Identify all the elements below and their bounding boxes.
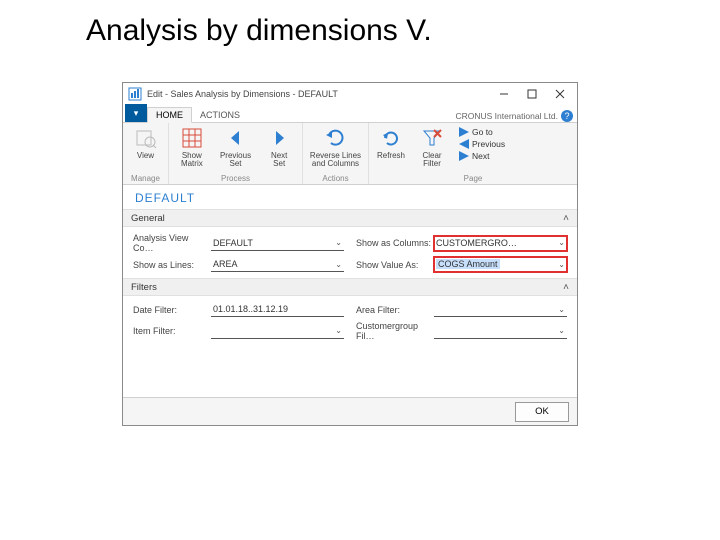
refresh-icon <box>378 125 404 151</box>
area-filter-field[interactable]: ⌄ <box>434 302 567 317</box>
section-general[interactable]: General ˄ <box>123 209 577 227</box>
group-manage: Manage <box>127 173 164 183</box>
previous-link[interactable]: Previous <box>459 139 505 149</box>
label-customergroup-filter: Customergroup Fil… <box>356 321 434 341</box>
tab-actions[interactable]: ACTIONS <box>192 108 248 122</box>
chevron-down-icon[interactable]: ⌄ <box>558 326 565 335</box>
next-set-icon <box>266 125 292 151</box>
show-matrix-button[interactable]: ShowMatrix <box>173 125 211 168</box>
maximize-button[interactable] <box>523 86 541 102</box>
view-name: DEFAULT <box>123 185 577 209</box>
slide-title: Analysis by dimensions V. <box>86 14 432 48</box>
show-value-as-field[interactable]: COGS Amount⌄ <box>434 257 567 272</box>
reverse-icon <box>323 125 349 151</box>
clear-filter-icon <box>419 125 445 151</box>
group-process: Process <box>173 173 298 183</box>
show-as-columns-field[interactable]: CUSTOMERGRO…⌄ <box>434 236 567 251</box>
show-as-lines-field[interactable]: AREA⌄ <box>211 257 344 272</box>
analysis-view-code-field[interactable]: DEFAULT⌄ <box>211 236 344 251</box>
customergroup-filter-field[interactable]: ⌄ <box>434 324 567 339</box>
filters-form: Date Filter: 01.01.18..31.12.19 Area Fil… <box>123 296 577 347</box>
goto-link[interactable]: Go to <box>459 127 505 137</box>
label-show-as-columns: Show as Columns: <box>356 238 434 248</box>
app-window: Edit - Sales Analysis by Dimensions - DE… <box>122 82 578 426</box>
ribbon: View Manage ShowMatrix PreviousSet NextS… <box>123 123 577 185</box>
ribbon-tabs: ▾ HOME ACTIONS CRONUS International Ltd.… <box>123 105 577 123</box>
minimize-button[interactable] <box>495 86 513 102</box>
chevron-down-icon[interactable]: ⌄ <box>558 238 565 247</box>
chevron-down-icon[interactable]: ⌄ <box>558 305 565 314</box>
view-button[interactable]: View <box>127 125 164 160</box>
next-set-button[interactable]: NextSet <box>260 125 298 168</box>
date-filter-field[interactable]: 01.01.18..31.12.19 <box>211 302 344 317</box>
tab-home[interactable]: HOME <box>147 107 192 123</box>
window-title: Edit - Sales Analysis by Dimensions - DE… <box>143 89 495 99</box>
chevron-down-icon[interactable]: ⌄ <box>335 238 342 247</box>
label-area-filter: Area Filter: <box>356 305 434 315</box>
label-show-as-lines: Show as Lines: <box>133 260 211 270</box>
titlebar: Edit - Sales Analysis by Dimensions - DE… <box>123 83 577 105</box>
clear-filter-button[interactable]: ClearFilter <box>415 125 449 168</box>
previous-set-button[interactable]: PreviousSet <box>217 125 255 168</box>
chevron-down-icon[interactable]: ⌄ <box>335 326 342 335</box>
help-icon[interactable]: ? <box>561 110 573 122</box>
view-icon <box>133 125 159 151</box>
reverse-button[interactable]: Reverse Linesand Columns <box>307 125 364 168</box>
section-filters[interactable]: Filters ˄ <box>123 278 577 296</box>
next-link[interactable]: Next <box>459 151 505 161</box>
footer: OK <box>123 397 577 425</box>
label-show-value-as: Show Value As: <box>356 260 434 270</box>
content-area: DEFAULT General ˄ Analysis View Co… DEFA… <box>123 185 577 397</box>
app-icon <box>127 86 143 102</box>
chevron-up-icon[interactable]: ˄ <box>563 282 569 293</box>
matrix-icon <box>179 125 205 151</box>
group-actions: Actions <box>307 173 364 183</box>
chevron-down-icon[interactable]: ⌄ <box>558 260 565 269</box>
close-button[interactable] <box>551 86 569 102</box>
label-analysis-view-code: Analysis View Co… <box>133 233 211 253</box>
chevron-down-icon[interactable]: ⌄ <box>335 260 342 269</box>
chevron-up-icon[interactable]: ˄ <box>563 213 569 224</box>
previous-set-icon <box>223 125 249 151</box>
ok-button[interactable]: OK <box>515 402 569 422</box>
item-filter-field[interactable]: ⌄ <box>211 324 344 339</box>
label-date-filter: Date Filter: <box>133 305 211 315</box>
refresh-button[interactable]: Refresh <box>373 125 409 160</box>
group-page: Page <box>373 173 573 183</box>
general-form: Analysis View Co… DEFAULT⌄ Show as Colum… <box>123 227 577 278</box>
company-label: CRONUS International Ltd. ? <box>455 110 577 122</box>
file-menu[interactable]: ▾ <box>125 104 147 122</box>
label-item-filter: Item Filter: <box>133 326 211 336</box>
